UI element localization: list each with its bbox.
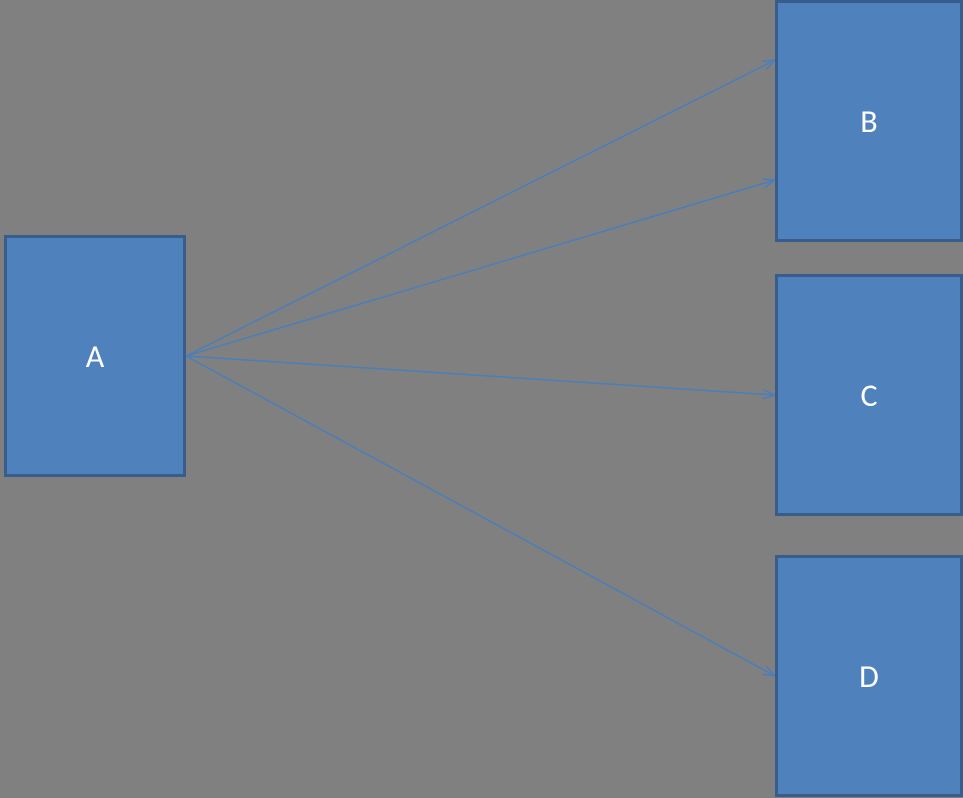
node-label: D [859,657,879,696]
node-b: B [775,0,963,242]
edge-a-b-0 [186,60,775,356]
node-a: A [4,235,186,477]
node-label: A [86,337,105,376]
edge-a-d-3 [186,356,775,676]
edge-a-c-2 [186,356,775,395]
node-label: C [860,376,877,415]
node-c: C [775,274,963,516]
edge-a-b-1 [186,180,775,356]
node-label: B [860,102,877,141]
node-d: D [775,555,963,797]
